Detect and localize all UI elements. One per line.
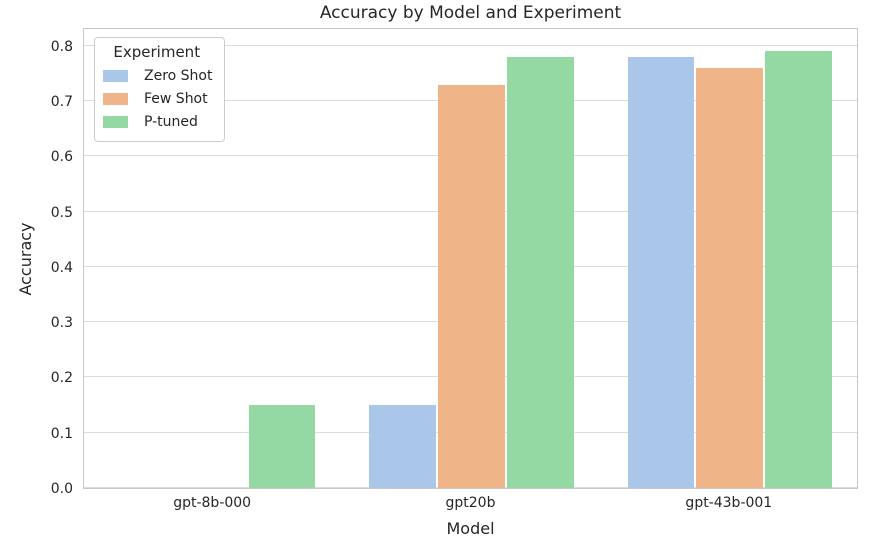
x-tick-gpt-43b-001: gpt-43b-001: [685, 495, 773, 511]
bar-gpt-8b-000-p-tuned: [248, 405, 316, 488]
y-tick-0.1: 0.1: [50, 425, 73, 442]
bar-gpt20b-few-shot: [438, 84, 505, 488]
y-tick-0.3: 0.3: [50, 315, 73, 332]
y-tick-0.0: 0.0: [50, 481, 73, 497]
legend-title: Experiment: [113, 43, 201, 61]
y-tick-0.6: 0.6: [50, 149, 73, 166]
chart-title: Accuracy by Model and Experiment: [319, 3, 622, 23]
legend-label: Few Shot: [144, 90, 208, 107]
bar-gpt-43b-001-few-shot: [696, 67, 764, 488]
legend-item-p-tuned: P-tuned: [101, 110, 212, 133]
legend-label: Zero Shot: [144, 67, 213, 84]
legend-swatch-icon: [103, 92, 128, 105]
y-tick-0.8: 0.8: [50, 38, 73, 55]
legend-label: P-tuned: [144, 113, 198, 130]
legend-swatch-icon: [103, 69, 128, 82]
y-tick-0.2: 0.2: [50, 370, 73, 387]
y-tick-labels: 0.0 0.1 0.2 0.3 0.4 0.5 0.6 0.7 0.8: [0, 28, 73, 497]
x-tick-labels: gpt-8b-000 gpt20b gpt-43b-001: [83, 495, 858, 515]
y-tick-0.4: 0.4: [50, 259, 73, 276]
legend: Experiment Zero Shot Few Shot P-tuned: [94, 37, 226, 142]
bar-gpt-43b-001-p-tuned: [765, 51, 833, 488]
x-axis-label: Model: [446, 519, 495, 538]
legend-swatch-icon: [103, 115, 128, 128]
bar-gpt20b-p-tuned: [506, 56, 574, 488]
x-tick-gpt-8b-000: gpt-8b-000: [173, 495, 252, 511]
y-tick-0.7: 0.7: [50, 94, 73, 111]
plot-area: Experiment Zero Shot Few Shot P-tuned: [83, 28, 858, 489]
bar-gpt20b-zero-shot: [369, 405, 437, 488]
legend-items: Zero Shot Few Shot P-tuned: [101, 64, 212, 133]
x-tick-gpt20b: gpt20b: [445, 495, 496, 511]
legend-item-zero-shot: Zero Shot: [101, 64, 212, 87]
bar-gpt-43b-001-zero-shot: [627, 56, 695, 488]
gridline-0.8: [84, 44, 857, 46]
legend-item-few-shot: Few Shot: [101, 87, 212, 110]
y-tick-0.5: 0.5: [50, 204, 73, 221]
